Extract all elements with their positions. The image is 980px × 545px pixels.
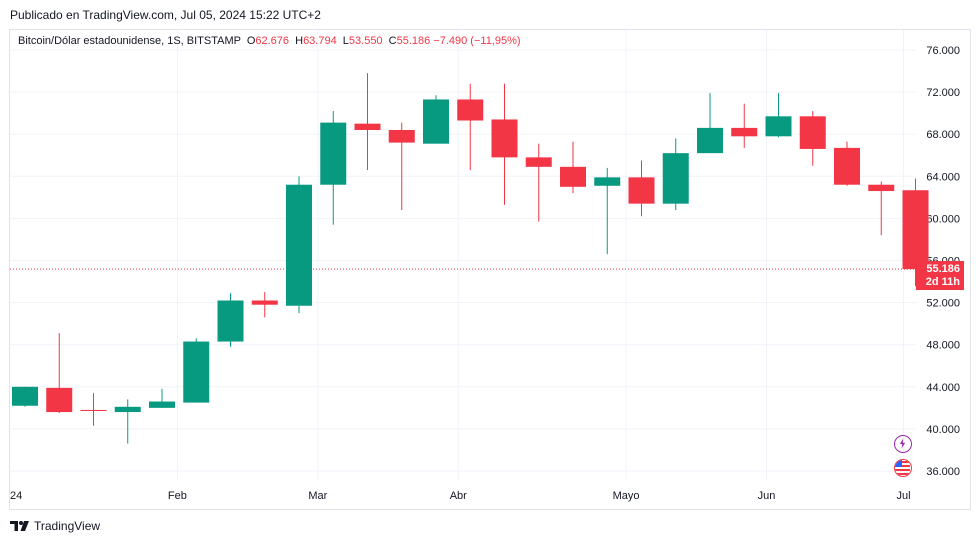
candle[interactable] [834, 141, 860, 186]
legend-change: −7.490 (−11,95%) [433, 35, 521, 47]
chart-grid [10, 30, 916, 480]
candle-body [320, 122, 347, 185]
candle[interactable] [320, 111, 347, 225]
legend-close: 55.186 [396, 35, 431, 47]
candle-body [799, 116, 826, 149]
time-tick-label: Mayo [613, 490, 640, 502]
candle[interactable] [799, 111, 826, 166]
us-flag-icon[interactable] [894, 459, 912, 477]
time-tick-label: Jun [758, 490, 776, 502]
price-tick-label: 52.000 [926, 298, 960, 310]
candle-body [697, 127, 723, 154]
candle[interactable] [12, 386, 38, 407]
candle[interactable] [491, 83, 518, 205]
brand-footer[interactable]: TradingView [10, 519, 100, 533]
candle-body [868, 184, 895, 192]
legend-low: 53.550 [348, 35, 383, 47]
candle-body [286, 184, 312, 306]
bar-countdown: 2d 11h [925, 276, 960, 288]
time-axis: 24 Feb Mar Abr Mayo Jun Jul [10, 490, 911, 502]
candle-body [491, 119, 518, 158]
candle[interactable] [388, 122, 415, 210]
price-tick-label: 40.000 [926, 424, 960, 436]
legend-high: 63.794 [303, 35, 337, 47]
legend-close-label: C [388, 35, 397, 47]
price-axis: 36.00040.00044.00048.00052.00056.00060.0… [926, 45, 960, 478]
candle[interactable] [251, 292, 278, 318]
candle[interactable] [423, 95, 449, 144]
candle-body [46, 387, 73, 413]
candle[interactable] [731, 103, 758, 148]
candle[interactable] [525, 143, 552, 222]
candle[interactable] [628, 160, 655, 217]
candle-body [525, 157, 552, 167]
lightning-icon[interactable] [894, 435, 912, 453]
candle[interactable] [217, 293, 244, 347]
legend-high-label: H [295, 35, 304, 47]
price-tick-label: 36.000 [926, 466, 960, 478]
time-tick-label: Abr [450, 490, 467, 502]
legend-open: 62.676 [255, 35, 290, 47]
published-caption: Publicado en TradingView.com, Jul 05, 20… [10, 8, 321, 22]
price-tick-label: 60.000 [926, 213, 960, 225]
candle[interactable] [868, 181, 895, 236]
candle-body [149, 401, 175, 408]
candle-body [183, 341, 210, 403]
candle-body [217, 300, 244, 342]
candle-body [457, 99, 484, 121]
candle-body [423, 99, 449, 144]
candle[interactable] [149, 388, 175, 408]
candle[interactable] [765, 93, 792, 138]
candle-body [662, 153, 689, 204]
last-price-badge: 55.186 2d 11h [916, 261, 964, 290]
candle[interactable] [902, 178, 929, 287]
candle-body [902, 190, 929, 270]
candle[interactable] [697, 93, 723, 154]
time-tick-label: Feb [168, 490, 187, 502]
candle-body [114, 406, 141, 413]
candle[interactable] [286, 176, 312, 314]
candle-body [560, 166, 586, 187]
candle[interactable] [662, 138, 689, 210]
candles [12, 73, 929, 444]
time-tick-label: Mar [308, 490, 327, 502]
candle-body [834, 147, 860, 185]
price-tick-label: 48.000 [926, 340, 960, 352]
candle[interactable] [46, 333, 73, 414]
brand-name: TradingView [34, 519, 101, 533]
price-tick-label: 64.000 [926, 171, 960, 183]
legend-open-label: O [246, 35, 256, 47]
legend-low-label: L [342, 35, 349, 47]
candle[interactable] [354, 73, 381, 170]
candle-body [80, 409, 107, 412]
candle-body [594, 177, 621, 186]
candle[interactable] [457, 83, 484, 170]
time-tick-label: 24 [10, 490, 22, 502]
candle-body [628, 177, 655, 204]
candle-body [388, 129, 415, 143]
price-tick-label: 76.000 [926, 45, 960, 57]
tradingview-logo-icon [10, 521, 29, 531]
candle[interactable] [560, 141, 586, 194]
price-tick-label: 44.000 [926, 382, 960, 394]
candle[interactable] [114, 399, 141, 444]
candle-body [765, 116, 792, 137]
chart-frame [9, 29, 971, 510]
price-tick-label: 72.000 [926, 87, 960, 99]
symbol-legend: Bitcoin/Dólar estadounidense, 1S, BITSTA… [18, 35, 521, 47]
last-price-value: 55.186 [926, 263, 960, 275]
time-tick-label: Jul [896, 490, 910, 502]
candle-body [251, 300, 278, 305]
candle[interactable] [594, 167, 621, 255]
candle-body [354, 123, 381, 130]
candle[interactable] [183, 338, 210, 403]
candle-body [12, 386, 38, 406]
price-tick-label: 68.000 [926, 129, 960, 141]
candle-body [731, 127, 758, 137]
candle[interactable] [80, 393, 107, 426]
legend-symbol: Bitcoin/Dólar estadounidense, 1S, BITSTA… [18, 35, 241, 47]
